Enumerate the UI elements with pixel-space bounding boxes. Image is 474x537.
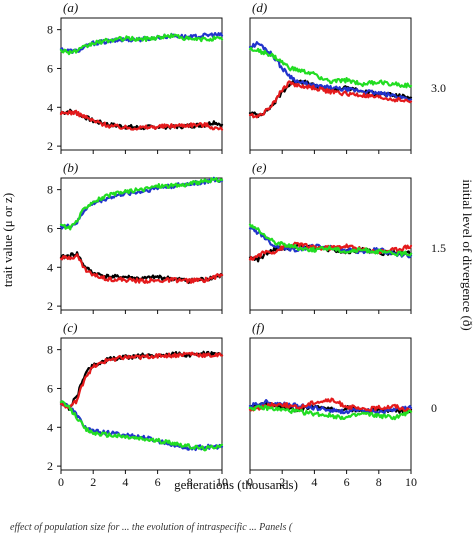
y-tick-label: 8: [47, 23, 53, 37]
panel-b: 2 4 6 8 (b): [47, 160, 224, 314]
x-tick-label: 10: [216, 475, 228, 489]
panel-frame: [249, 337, 412, 471]
panel-label: (d): [252, 0, 267, 15]
y-tick-label: 2: [47, 139, 53, 153]
divergence-label: 1.5: [431, 241, 446, 255]
panel-label: (b): [63, 160, 78, 175]
panel-f: 0 2 4 6 8 10 (f) 0: [247, 320, 437, 489]
x-tick-label: 8: [187, 475, 193, 489]
panel-label: (f): [252, 320, 264, 335]
series-line-green: [248, 46, 413, 89]
panel-a: 2 4 6 8 (a): [47, 0, 224, 154]
series-line-green: [59, 400, 224, 452]
panel-frame: [60, 17, 223, 151]
y-tick-label: 2: [47, 299, 53, 313]
panel-frame: [249, 177, 412, 311]
series-line-blue: [248, 399, 413, 415]
x-tick-label: 2: [90, 475, 96, 489]
y-tick-label: 6: [47, 221, 53, 235]
right-axis-title: initial level of divergence (ð): [460, 179, 474, 330]
x-tick-label: 2: [279, 475, 285, 489]
x-axis-title: generations (thousands): [174, 477, 298, 492]
y-tick-label: 4: [47, 420, 53, 434]
x-tick-label: 4: [122, 475, 128, 489]
series-line-red: [59, 253, 224, 284]
series-line-green: [248, 404, 413, 421]
y-tick-label: 2: [47, 459, 53, 473]
panel-frame: [249, 17, 412, 151]
x-tick-label: 0: [58, 475, 64, 489]
panel-e: (e) 1.5: [248, 160, 446, 314]
y-tick-label: 6: [47, 61, 53, 75]
y-tick-label: 8: [47, 183, 53, 197]
series-line-green: [59, 177, 224, 231]
series-line-blue: [59, 176, 224, 230]
series-line-blue: [59, 32, 224, 54]
x-tick-label: 10: [405, 475, 417, 489]
caption-fragment: effect of population size for ... the ev…: [10, 522, 293, 533]
series-line-red: [248, 80, 413, 119]
divergence-label: 3.0: [431, 81, 446, 95]
panel-label: (c): [63, 320, 77, 335]
x-tick-label: 0: [247, 475, 253, 489]
x-tick-label: 6: [344, 475, 350, 489]
panel-frame: [60, 177, 223, 311]
y-tick-label: 6: [47, 381, 53, 395]
y-tick-label: 4: [47, 260, 53, 274]
x-tick-label: 8: [376, 475, 382, 489]
x-tick-label: 4: [311, 475, 317, 489]
panel-label: (a): [63, 0, 78, 15]
y-axis-title: trait value (μ or z): [0, 193, 15, 287]
series-line-red: [59, 109, 224, 131]
divergence-label: 0: [431, 401, 437, 415]
x-tick-label: 6: [155, 475, 161, 489]
series-line-green: [59, 33, 224, 56]
series-line-green: [248, 223, 413, 257]
y-tick-label: 4: [47, 100, 53, 114]
series-line-red: [59, 351, 224, 409]
panel-label: (e): [252, 160, 266, 175]
y-tick-label: 8: [47, 343, 53, 357]
panel-d: (d) 3.0: [248, 0, 446, 154]
series-line-red: [248, 397, 413, 413]
